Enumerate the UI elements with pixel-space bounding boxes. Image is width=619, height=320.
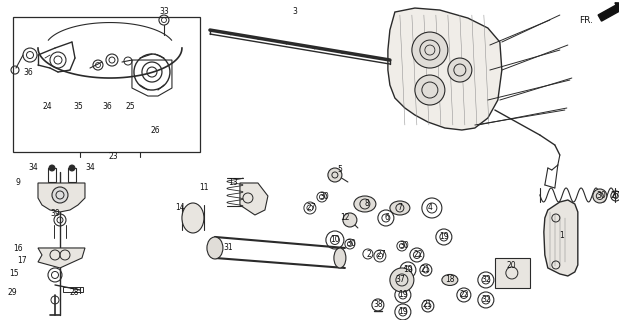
Text: 33: 33 xyxy=(159,6,169,16)
Text: 11: 11 xyxy=(199,183,209,193)
Text: 8: 8 xyxy=(365,199,370,209)
Text: 14: 14 xyxy=(175,204,184,212)
Text: 15: 15 xyxy=(9,269,19,278)
Text: 20: 20 xyxy=(506,261,516,270)
Text: 19: 19 xyxy=(398,291,408,300)
Bar xyxy=(63,287,83,292)
Text: 34: 34 xyxy=(85,164,95,172)
Text: 36: 36 xyxy=(23,68,33,76)
Text: 7: 7 xyxy=(397,204,402,212)
Text: 31: 31 xyxy=(223,244,233,252)
Text: 9: 9 xyxy=(15,179,20,188)
Text: 35: 35 xyxy=(73,101,83,110)
Text: 4: 4 xyxy=(428,204,432,212)
Text: 28: 28 xyxy=(69,288,79,298)
Text: 13: 13 xyxy=(228,179,238,188)
Text: 27: 27 xyxy=(376,251,386,260)
Text: 30: 30 xyxy=(399,242,409,251)
Text: 10: 10 xyxy=(330,236,340,244)
Bar xyxy=(48,168,56,182)
Text: 32: 32 xyxy=(481,295,491,304)
Ellipse shape xyxy=(442,275,458,285)
Text: 37: 37 xyxy=(395,276,405,284)
Text: 25: 25 xyxy=(125,101,135,110)
Text: 1: 1 xyxy=(560,231,564,240)
Text: 30: 30 xyxy=(596,191,606,201)
Polygon shape xyxy=(544,200,578,276)
Polygon shape xyxy=(495,258,530,288)
Text: 24: 24 xyxy=(42,101,52,110)
Text: 27: 27 xyxy=(610,191,619,201)
Text: 39: 39 xyxy=(50,210,60,219)
Polygon shape xyxy=(38,248,85,268)
Ellipse shape xyxy=(182,203,204,233)
Text: 34: 34 xyxy=(28,164,38,172)
Text: 22: 22 xyxy=(459,291,469,300)
Text: 19: 19 xyxy=(439,232,449,242)
Ellipse shape xyxy=(354,196,376,212)
Text: 19: 19 xyxy=(403,266,413,275)
Text: 6: 6 xyxy=(384,213,389,222)
Text: 16: 16 xyxy=(13,244,23,253)
Text: 3: 3 xyxy=(292,6,297,16)
Circle shape xyxy=(390,268,414,292)
Text: 30: 30 xyxy=(319,193,329,202)
Text: 21: 21 xyxy=(420,266,430,275)
Text: 18: 18 xyxy=(445,276,454,284)
Circle shape xyxy=(343,213,357,227)
Text: 23: 23 xyxy=(108,151,118,161)
Circle shape xyxy=(448,58,472,82)
Ellipse shape xyxy=(334,248,346,268)
Circle shape xyxy=(49,165,55,171)
Text: 5: 5 xyxy=(337,165,342,174)
Text: 26: 26 xyxy=(150,125,160,134)
Text: 2: 2 xyxy=(366,251,371,260)
Circle shape xyxy=(412,32,448,68)
Text: FR.: FR. xyxy=(579,16,593,25)
Polygon shape xyxy=(388,8,502,130)
Bar xyxy=(68,168,76,182)
Circle shape xyxy=(415,75,445,105)
FancyArrow shape xyxy=(598,3,619,21)
Text: 19: 19 xyxy=(398,308,408,316)
Circle shape xyxy=(593,189,607,203)
Ellipse shape xyxy=(390,201,410,215)
Text: 36: 36 xyxy=(102,101,112,110)
Text: 12: 12 xyxy=(340,213,350,222)
Text: 29: 29 xyxy=(7,288,17,298)
Polygon shape xyxy=(38,183,85,212)
Text: 21: 21 xyxy=(422,300,431,309)
Polygon shape xyxy=(240,183,268,215)
Text: 30: 30 xyxy=(346,239,356,248)
Text: 32: 32 xyxy=(481,276,491,284)
Ellipse shape xyxy=(207,237,223,259)
Text: 38: 38 xyxy=(373,300,383,309)
Bar xyxy=(13,17,200,152)
Circle shape xyxy=(328,168,342,182)
Text: 22: 22 xyxy=(413,251,423,260)
Circle shape xyxy=(52,187,68,203)
Text: 17: 17 xyxy=(17,256,27,266)
Circle shape xyxy=(69,165,75,171)
Text: 27: 27 xyxy=(306,204,316,212)
